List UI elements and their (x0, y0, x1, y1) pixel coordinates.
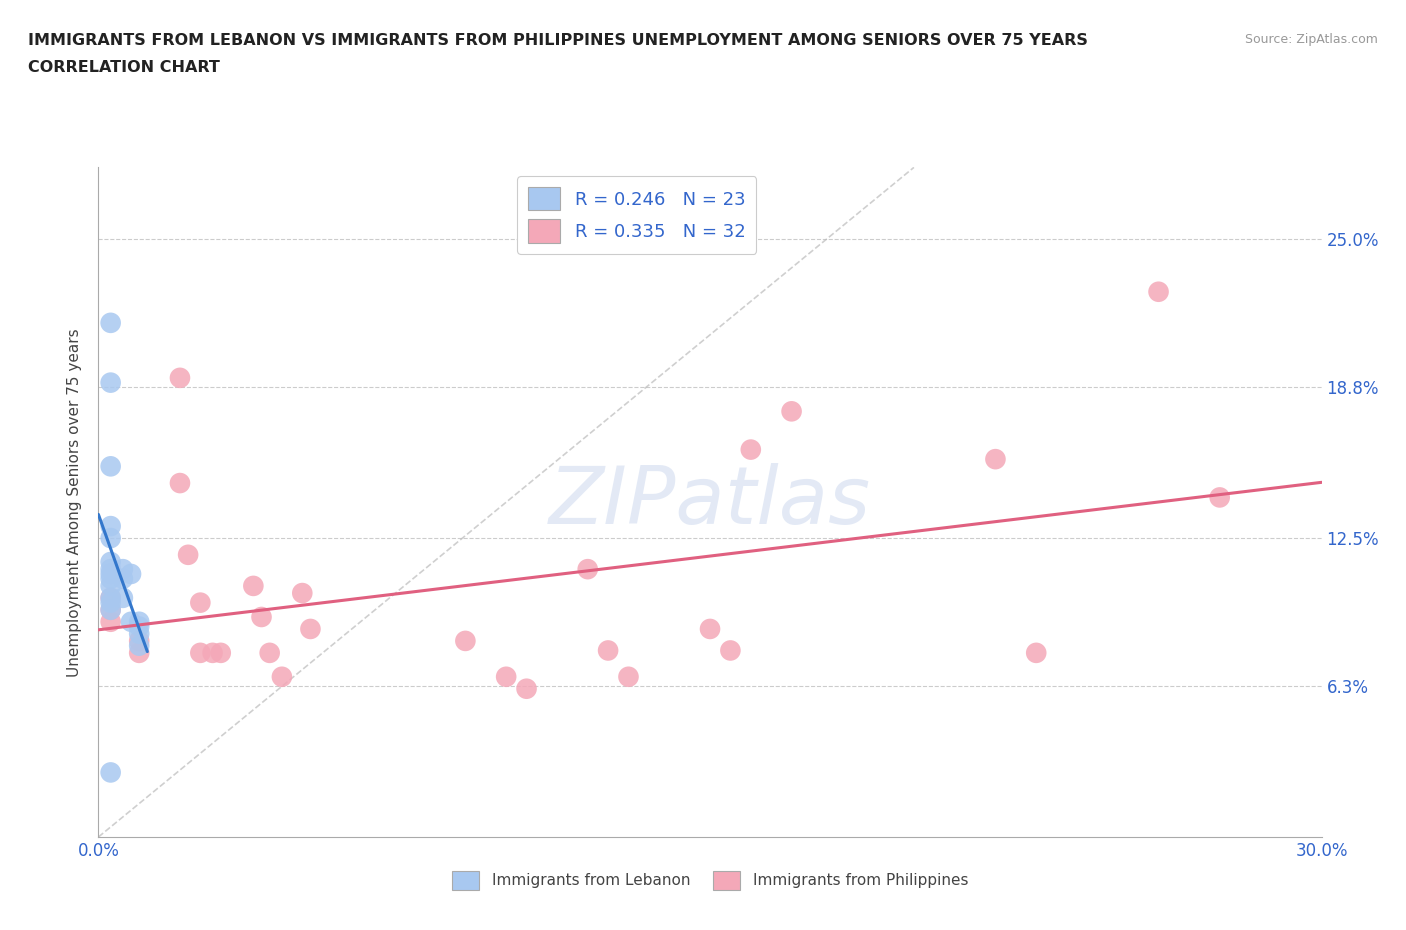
Point (100, 595, 122, 610)
Point (576, 562, 599, 577)
Text: CORRELATION CHART: CORRELATION CHART (28, 60, 219, 75)
Point (1025, 645, 1047, 660)
Point (100, 458, 122, 473)
Point (100, 591, 122, 605)
Point (188, 595, 212, 610)
Point (128, 619, 150, 634)
Point (516, 682, 538, 697)
Text: ZIPatlas: ZIPatlas (548, 463, 872, 541)
Point (120, 566, 142, 581)
Point (617, 670, 640, 684)
Point (780, 404, 803, 418)
Point (242, 578, 264, 593)
Point (100, 571, 122, 586)
Legend: Immigrants from Lebanon, Immigrants from Philippines: Immigrants from Lebanon, Immigrants from… (446, 865, 974, 897)
Point (699, 621, 721, 636)
Point (299, 621, 322, 636)
Point (454, 633, 477, 648)
Point (100, 603, 122, 618)
Point (740, 442, 762, 457)
Point (128, 633, 150, 648)
Point (270, 670, 294, 684)
Point (291, 586, 314, 601)
Point (177, 548, 200, 563)
Point (128, 638, 150, 653)
Point (100, 591, 122, 605)
Point (100, 554, 122, 569)
Point (120, 615, 142, 630)
Point (201, 645, 224, 660)
Point (1209, 490, 1232, 505)
Text: IMMIGRANTS FROM LEBANON VS IMMIGRANTS FROM PHILIPPINES UNEMPLOYMENT AMONG SENIOR: IMMIGRANTS FROM LEBANON VS IMMIGRANTS FR… (28, 33, 1088, 47)
Point (100, 603, 122, 618)
Point (100, 566, 122, 581)
Point (111, 571, 134, 586)
Point (188, 645, 212, 660)
Point (100, 765, 122, 780)
Point (128, 645, 150, 660)
Point (169, 370, 191, 385)
Point (1147, 285, 1170, 299)
Point (100, 315, 122, 330)
Point (100, 519, 122, 534)
Point (984, 452, 1007, 467)
Point (720, 643, 742, 658)
Point (250, 609, 273, 624)
Point (128, 615, 150, 630)
Point (100, 531, 122, 546)
Point (100, 578, 122, 593)
Y-axis label: Unemployment Among Seniors over 75 years: Unemployment Among Seniors over 75 years (67, 328, 83, 676)
Point (128, 626, 150, 641)
Text: Source: ZipAtlas.com: Source: ZipAtlas.com (1244, 33, 1378, 46)
Point (100, 615, 122, 630)
Point (259, 645, 281, 660)
Point (598, 643, 620, 658)
Point (209, 645, 232, 660)
Point (100, 375, 122, 390)
Point (495, 670, 517, 684)
Point (111, 591, 134, 605)
Point (111, 562, 134, 577)
Point (100, 562, 122, 577)
Point (169, 475, 191, 490)
